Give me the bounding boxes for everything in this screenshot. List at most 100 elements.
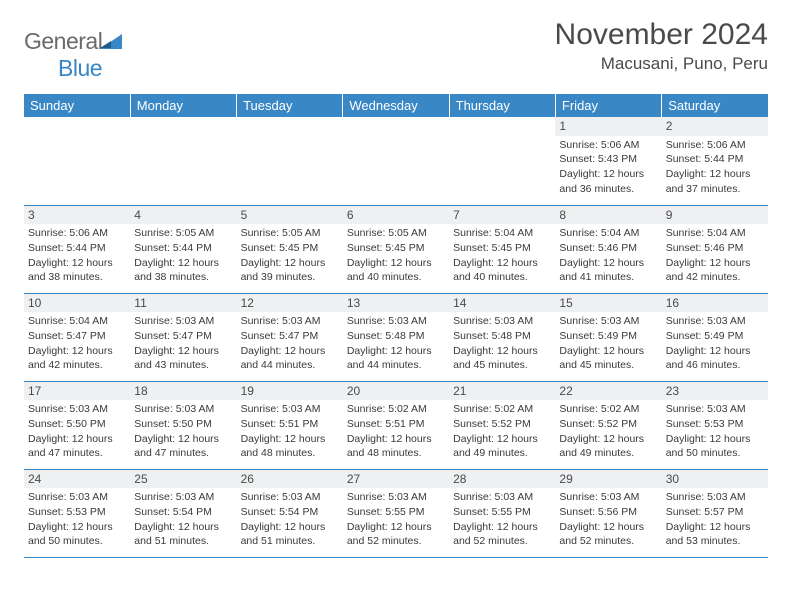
cell-content: Sunrise: 5:05 AMSunset: 5:44 PMDaylight:… [130, 226, 236, 287]
day-number: 25 [130, 470, 236, 489]
daylight-text: Daylight: 12 hours and 47 minutes. [134, 432, 232, 461]
cell-content: Sunrise: 5:06 AMSunset: 5:44 PMDaylight:… [662, 138, 768, 199]
sunset-text: Sunset: 5:48 PM [453, 329, 551, 344]
cell-content [449, 138, 555, 140]
sunset-text: Sunset: 5:49 PM [559, 329, 657, 344]
cell-content: Sunrise: 5:03 AMSunset: 5:54 PMDaylight:… [237, 490, 343, 551]
day-number: 1 [555, 117, 661, 136]
cell-content: Sunrise: 5:03 AMSunset: 5:47 PMDaylight:… [130, 314, 236, 375]
day-header: Sunday [24, 94, 130, 117]
sunset-text: Sunset: 5:44 PM [28, 241, 126, 256]
calendar-cell [343, 117, 449, 205]
daylight-text: Daylight: 12 hours and 47 minutes. [28, 432, 126, 461]
day-header: Wednesday [343, 94, 449, 117]
daylight-text: Daylight: 12 hours and 46 minutes. [666, 344, 764, 373]
sunrise-text: Sunrise: 5:03 AM [28, 490, 126, 505]
daylight-text: Daylight: 12 hours and 42 minutes. [666, 256, 764, 285]
sunrise-text: Sunrise: 5:03 AM [241, 314, 339, 329]
daylight-text: Daylight: 12 hours and 52 minutes. [559, 520, 657, 549]
location: Macusani, Puno, Peru [555, 54, 768, 74]
calendar-cell: 24Sunrise: 5:03 AMSunset: 5:53 PMDayligh… [24, 469, 130, 557]
day-header-row: Sunday Monday Tuesday Wednesday Thursday… [24, 94, 768, 117]
day-header: Thursday [449, 94, 555, 117]
sunrise-text: Sunrise: 5:03 AM [347, 314, 445, 329]
cell-content: Sunrise: 5:03 AMSunset: 5:54 PMDaylight:… [130, 490, 236, 551]
calendar-cell: 18Sunrise: 5:03 AMSunset: 5:50 PMDayligh… [130, 381, 236, 469]
cell-content [343, 138, 449, 140]
cell-content: Sunrise: 5:03 AMSunset: 5:48 PMDaylight:… [449, 314, 555, 375]
daylight-text: Daylight: 12 hours and 45 minutes. [453, 344, 551, 373]
day-number: 3 [24, 206, 130, 225]
day-number: 20 [343, 382, 449, 401]
sunrise-text: Sunrise: 5:03 AM [241, 490, 339, 505]
daylight-text: Daylight: 12 hours and 38 minutes. [134, 256, 232, 285]
daylight-text: Daylight: 12 hours and 52 minutes. [347, 520, 445, 549]
day-number: 27 [343, 470, 449, 489]
sunset-text: Sunset: 5:50 PM [134, 417, 232, 432]
sunset-text: Sunset: 5:54 PM [241, 505, 339, 520]
calendar-cell: 16Sunrise: 5:03 AMSunset: 5:49 PMDayligh… [662, 293, 768, 381]
cell-content: Sunrise: 5:03 AMSunset: 5:50 PMDaylight:… [130, 402, 236, 463]
calendar-cell: 29Sunrise: 5:03 AMSunset: 5:56 PMDayligh… [555, 469, 661, 557]
day-number: 22 [555, 382, 661, 401]
cell-content: Sunrise: 5:03 AMSunset: 5:56 PMDaylight:… [555, 490, 661, 551]
day-number: 15 [555, 294, 661, 313]
cell-content [130, 138, 236, 140]
cell-content: Sunrise: 5:03 AMSunset: 5:49 PMDaylight:… [555, 314, 661, 375]
day-number: 11 [130, 294, 236, 313]
day-number: 28 [449, 470, 555, 489]
day-number: 9 [662, 206, 768, 225]
calendar-table: Sunday Monday Tuesday Wednesday Thursday… [24, 94, 768, 558]
sunrise-text: Sunrise: 5:05 AM [347, 226, 445, 241]
sunset-text: Sunset: 5:55 PM [347, 505, 445, 520]
cell-content: Sunrise: 5:03 AMSunset: 5:47 PMDaylight:… [237, 314, 343, 375]
sunrise-text: Sunrise: 5:03 AM [28, 402, 126, 417]
day-number: 21 [449, 382, 555, 401]
calendar-cell: 13Sunrise: 5:03 AMSunset: 5:48 PMDayligh… [343, 293, 449, 381]
logo-text-general: General [24, 28, 102, 54]
calendar-cell: 11Sunrise: 5:03 AMSunset: 5:47 PMDayligh… [130, 293, 236, 381]
calendar-week-row: 3Sunrise: 5:06 AMSunset: 5:44 PMDaylight… [24, 205, 768, 293]
cell-content: Sunrise: 5:04 AMSunset: 5:46 PMDaylight:… [555, 226, 661, 287]
calendar-cell: 22Sunrise: 5:02 AMSunset: 5:52 PMDayligh… [555, 381, 661, 469]
sunset-text: Sunset: 5:47 PM [134, 329, 232, 344]
daylight-text: Daylight: 12 hours and 36 minutes. [559, 167, 657, 196]
calendar-cell: 10Sunrise: 5:04 AMSunset: 5:47 PMDayligh… [24, 293, 130, 381]
day-header: Friday [555, 94, 661, 117]
daylight-text: Daylight: 12 hours and 42 minutes. [28, 344, 126, 373]
day-number: 5 [237, 206, 343, 225]
day-number: 13 [343, 294, 449, 313]
sunset-text: Sunset: 5:49 PM [666, 329, 764, 344]
daylight-text: Daylight: 12 hours and 43 minutes. [134, 344, 232, 373]
daylight-text: Daylight: 12 hours and 45 minutes. [559, 344, 657, 373]
sunset-text: Sunset: 5:43 PM [559, 152, 657, 167]
sunset-text: Sunset: 5:44 PM [134, 241, 232, 256]
sunrise-text: Sunrise: 5:04 AM [453, 226, 551, 241]
calendar-cell: 23Sunrise: 5:03 AMSunset: 5:53 PMDayligh… [662, 381, 768, 469]
day-number: 16 [662, 294, 768, 313]
cell-content: Sunrise: 5:06 AMSunset: 5:44 PMDaylight:… [24, 226, 130, 287]
calendar-cell: 15Sunrise: 5:03 AMSunset: 5:49 PMDayligh… [555, 293, 661, 381]
daylight-text: Daylight: 12 hours and 50 minutes. [666, 432, 764, 461]
day-number: 18 [130, 382, 236, 401]
sunrise-text: Sunrise: 5:05 AM [241, 226, 339, 241]
daylight-text: Daylight: 12 hours and 48 minutes. [347, 432, 445, 461]
cell-content: Sunrise: 5:02 AMSunset: 5:51 PMDaylight:… [343, 402, 449, 463]
day-number: 6 [343, 206, 449, 225]
calendar-cell: 9Sunrise: 5:04 AMSunset: 5:46 PMDaylight… [662, 205, 768, 293]
cell-content: Sunrise: 5:03 AMSunset: 5:57 PMDaylight:… [662, 490, 768, 551]
day-number: 17 [24, 382, 130, 401]
sunrise-text: Sunrise: 5:03 AM [241, 402, 339, 417]
cell-content: Sunrise: 5:03 AMSunset: 5:55 PMDaylight:… [343, 490, 449, 551]
sunrise-text: Sunrise: 5:03 AM [134, 314, 232, 329]
sunrise-text: Sunrise: 5:03 AM [666, 490, 764, 505]
sunrise-text: Sunrise: 5:03 AM [347, 490, 445, 505]
cell-content: Sunrise: 5:02 AMSunset: 5:52 PMDaylight:… [449, 402, 555, 463]
sunset-text: Sunset: 5:54 PM [134, 505, 232, 520]
sunset-text: Sunset: 5:46 PM [666, 241, 764, 256]
sunrise-text: Sunrise: 5:06 AM [28, 226, 126, 241]
calendar-week-row: 1Sunrise: 5:06 AMSunset: 5:43 PMDaylight… [24, 117, 768, 205]
sunrise-text: Sunrise: 5:02 AM [347, 402, 445, 417]
calendar-cell: 3Sunrise: 5:06 AMSunset: 5:44 PMDaylight… [24, 205, 130, 293]
cell-content: Sunrise: 5:03 AMSunset: 5:51 PMDaylight:… [237, 402, 343, 463]
